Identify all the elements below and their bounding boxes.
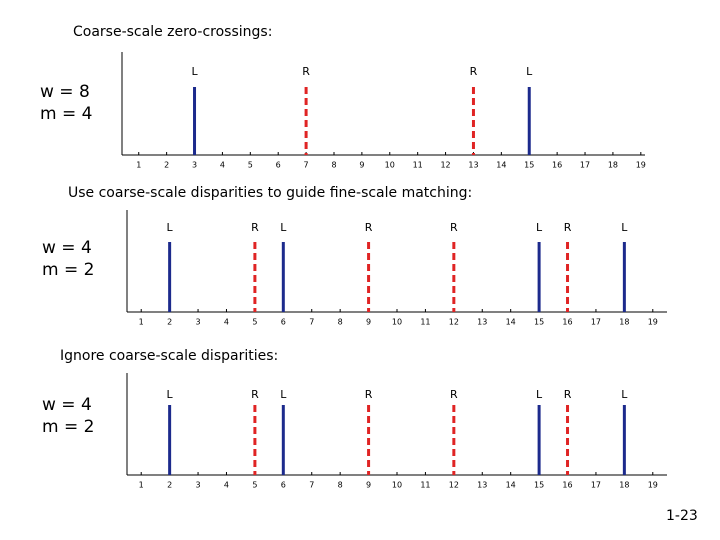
- x-tick-label: 11: [413, 161, 423, 170]
- x-tick-label: 6: [281, 318, 286, 327]
- x-tick-label: 14: [506, 318, 516, 327]
- x-tick-label: 19: [636, 161, 646, 170]
- x-tick-label: 14: [506, 481, 516, 490]
- x-tick-label: 8: [338, 481, 343, 490]
- marker-label: R: [564, 388, 572, 401]
- x-tick-label: 10: [392, 318, 402, 327]
- x-tick-label: 10: [385, 161, 395, 170]
- x-tick-label: 16: [552, 161, 562, 170]
- x-tick-label: 9: [366, 318, 371, 327]
- x-tick-label: 7: [304, 161, 309, 170]
- annotation: m = 2: [42, 260, 94, 280]
- annotation: m = 4: [40, 104, 92, 124]
- marker-label: R: [450, 221, 458, 234]
- chart-caption: Coarse-scale zero-crossings:: [73, 24, 272, 40]
- marker-label: L: [167, 388, 174, 401]
- marker-label: L: [526, 65, 533, 78]
- x-tick-label: 11: [420, 481, 430, 490]
- slide-number: 1-23: [666, 508, 698, 524]
- x-tick-label: 5: [252, 318, 257, 327]
- marker-label: R: [564, 221, 572, 234]
- marker-label: L: [621, 388, 628, 401]
- x-tick-label: 1: [136, 161, 141, 170]
- x-tick-label: 2: [164, 161, 169, 170]
- x-tick-label: 12: [449, 318, 459, 327]
- x-tick-label: 17: [591, 481, 601, 490]
- x-tick-label: 18: [619, 481, 629, 490]
- x-tick-label: 3: [196, 318, 201, 327]
- x-tick-label: 1: [139, 318, 144, 327]
- x-tick-label: 6: [276, 161, 281, 170]
- marker-label: R: [365, 221, 373, 234]
- x-tick-label: 13: [477, 481, 487, 490]
- x-tick-label: 11: [420, 318, 430, 327]
- marker-label: R: [251, 221, 259, 234]
- x-tick-label: 16: [562, 481, 572, 490]
- marker-label: L: [280, 388, 287, 401]
- x-tick-label: 17: [591, 318, 601, 327]
- x-tick-label: 17: [580, 161, 590, 170]
- x-tick-label: 2: [167, 481, 172, 490]
- marker-label: L: [536, 221, 543, 234]
- x-tick-label: 12: [449, 481, 459, 490]
- annotation: w = 4: [42, 395, 92, 415]
- x-tick-label: 1: [139, 481, 144, 490]
- x-tick-label: 8: [331, 161, 336, 170]
- x-tick-label: 19: [648, 318, 658, 327]
- x-tick-label: 13: [477, 318, 487, 327]
- x-tick-label: 16: [562, 318, 572, 327]
- annotation: m = 2: [42, 417, 94, 437]
- x-tick-label: 19: [648, 481, 658, 490]
- x-tick-label: 15: [534, 318, 544, 327]
- chart-caption: Use coarse-scale disparities to guide fi…: [68, 185, 472, 201]
- x-tick-label: 2: [167, 318, 172, 327]
- x-tick-label: 3: [196, 481, 201, 490]
- x-tick-label: 4: [224, 481, 229, 490]
- x-tick-label: 5: [252, 481, 257, 490]
- x-tick-label: 12: [440, 161, 450, 170]
- chart-caption: Ignore coarse-scale disparities:: [60, 348, 278, 364]
- x-tick-label: 7: [309, 481, 314, 490]
- x-tick-label: 18: [619, 318, 629, 327]
- x-tick-label: 4: [220, 161, 225, 170]
- marker-label: L: [621, 221, 628, 234]
- x-tick-label: 18: [608, 161, 618, 170]
- x-tick-label: 3: [192, 161, 197, 170]
- marker-label: R: [302, 65, 310, 78]
- x-tick-label: 9: [359, 161, 364, 170]
- x-tick-label: 9: [366, 481, 371, 490]
- annotation: w = 8: [40, 82, 90, 102]
- x-tick-label: 15: [534, 481, 544, 490]
- x-tick-label: 15: [524, 161, 534, 170]
- x-tick-label: 7: [309, 318, 314, 327]
- marker-label: L: [191, 65, 198, 78]
- marker-label: R: [450, 388, 458, 401]
- marker-label: R: [251, 388, 259, 401]
- annotation: w = 4: [42, 238, 92, 258]
- marker-label: L: [536, 388, 543, 401]
- x-tick-label: 6: [281, 481, 286, 490]
- marker-label: R: [365, 388, 373, 401]
- x-tick-label: 8: [338, 318, 343, 327]
- x-tick-label: 13: [468, 161, 478, 170]
- marker-label: L: [280, 221, 287, 234]
- x-tick-label: 10: [392, 481, 402, 490]
- marker-label: R: [470, 65, 478, 78]
- x-tick-label: 14: [496, 161, 506, 170]
- marker-label: L: [167, 221, 174, 234]
- x-tick-label: 4: [224, 318, 229, 327]
- x-tick-label: 5: [248, 161, 253, 170]
